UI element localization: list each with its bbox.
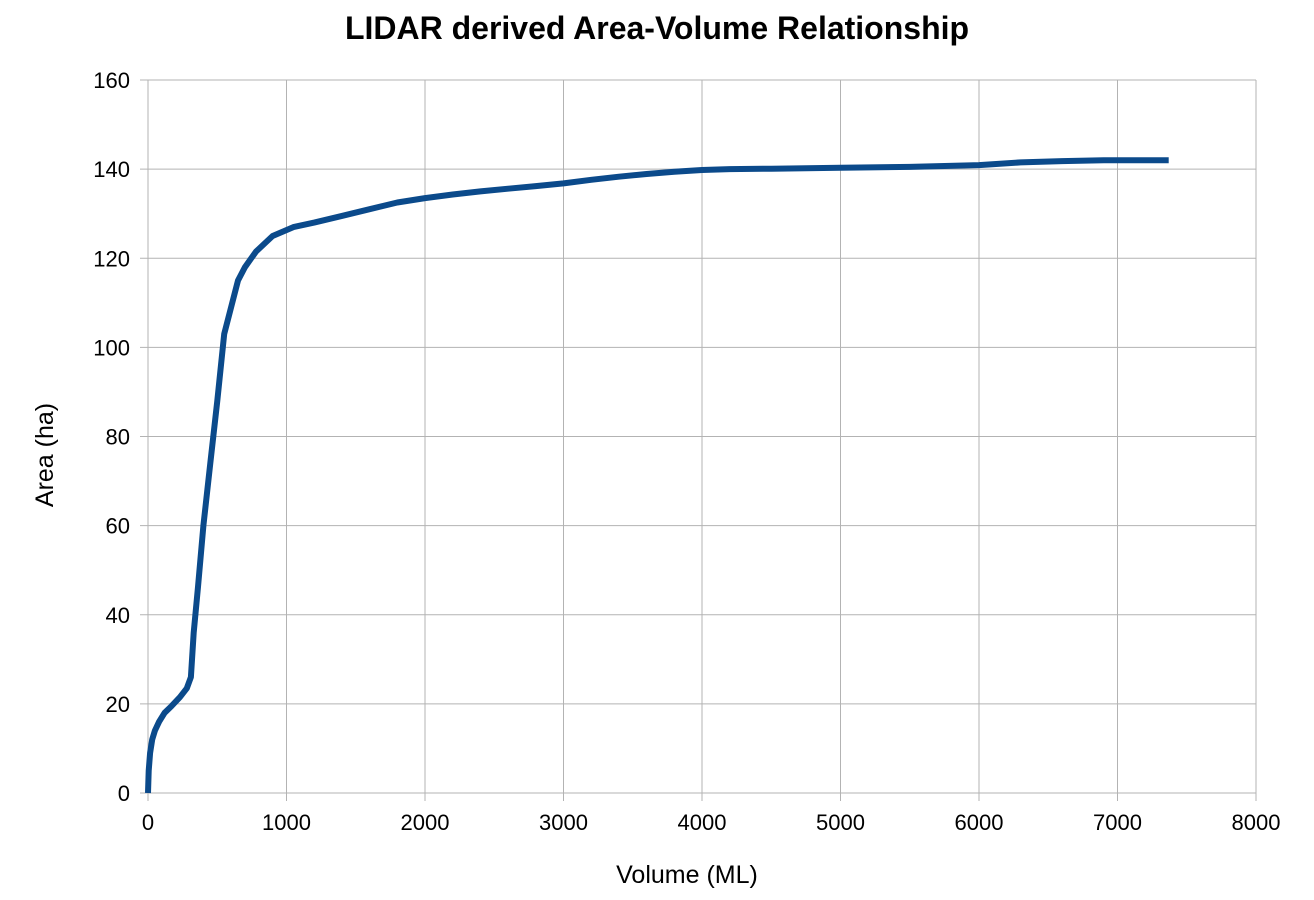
y-tick-label: 0 [118, 781, 130, 806]
y-tick-label: 60 [106, 514, 130, 539]
y-tick-label: 140 [93, 157, 130, 182]
x-tick-label: 1000 [262, 810, 311, 835]
x-tick-label: 2000 [401, 810, 450, 835]
x-tick-label: 5000 [816, 810, 865, 835]
gridlines [140, 79, 1257, 801]
x-tick-label: 7000 [1093, 810, 1142, 835]
tick-labels: 0 1000 2000 3000 4000 5000 6000 7000 8000 0 20 40 60… [93, 68, 1280, 835]
y-tick-label: 160 [93, 68, 130, 93]
x-tick-label: 4000 [678, 810, 727, 835]
y-tick-label: 120 [93, 246, 130, 271]
x-tick-label: 3000 [539, 810, 588, 835]
y-tick-label: 20 [106, 692, 130, 717]
x-tick-label: 0 [142, 810, 154, 835]
y-tick-label: 40 [106, 603, 130, 628]
y-axis-label: Area (ha) [31, 402, 59, 508]
chart-title: LIDAR derived Area-Volume Relationship [344, 10, 970, 46]
series-line [145, 157, 1169, 794]
x-tick-label: 6000 [955, 810, 1004, 835]
series-layer [145, 157, 1169, 794]
x-axis-label: Volume (ML) [616, 861, 758, 889]
x-tick-label: 8000 [1232, 810, 1281, 835]
y-tick-label: 100 [93, 335, 130, 360]
y-tick-label: 80 [106, 425, 130, 450]
